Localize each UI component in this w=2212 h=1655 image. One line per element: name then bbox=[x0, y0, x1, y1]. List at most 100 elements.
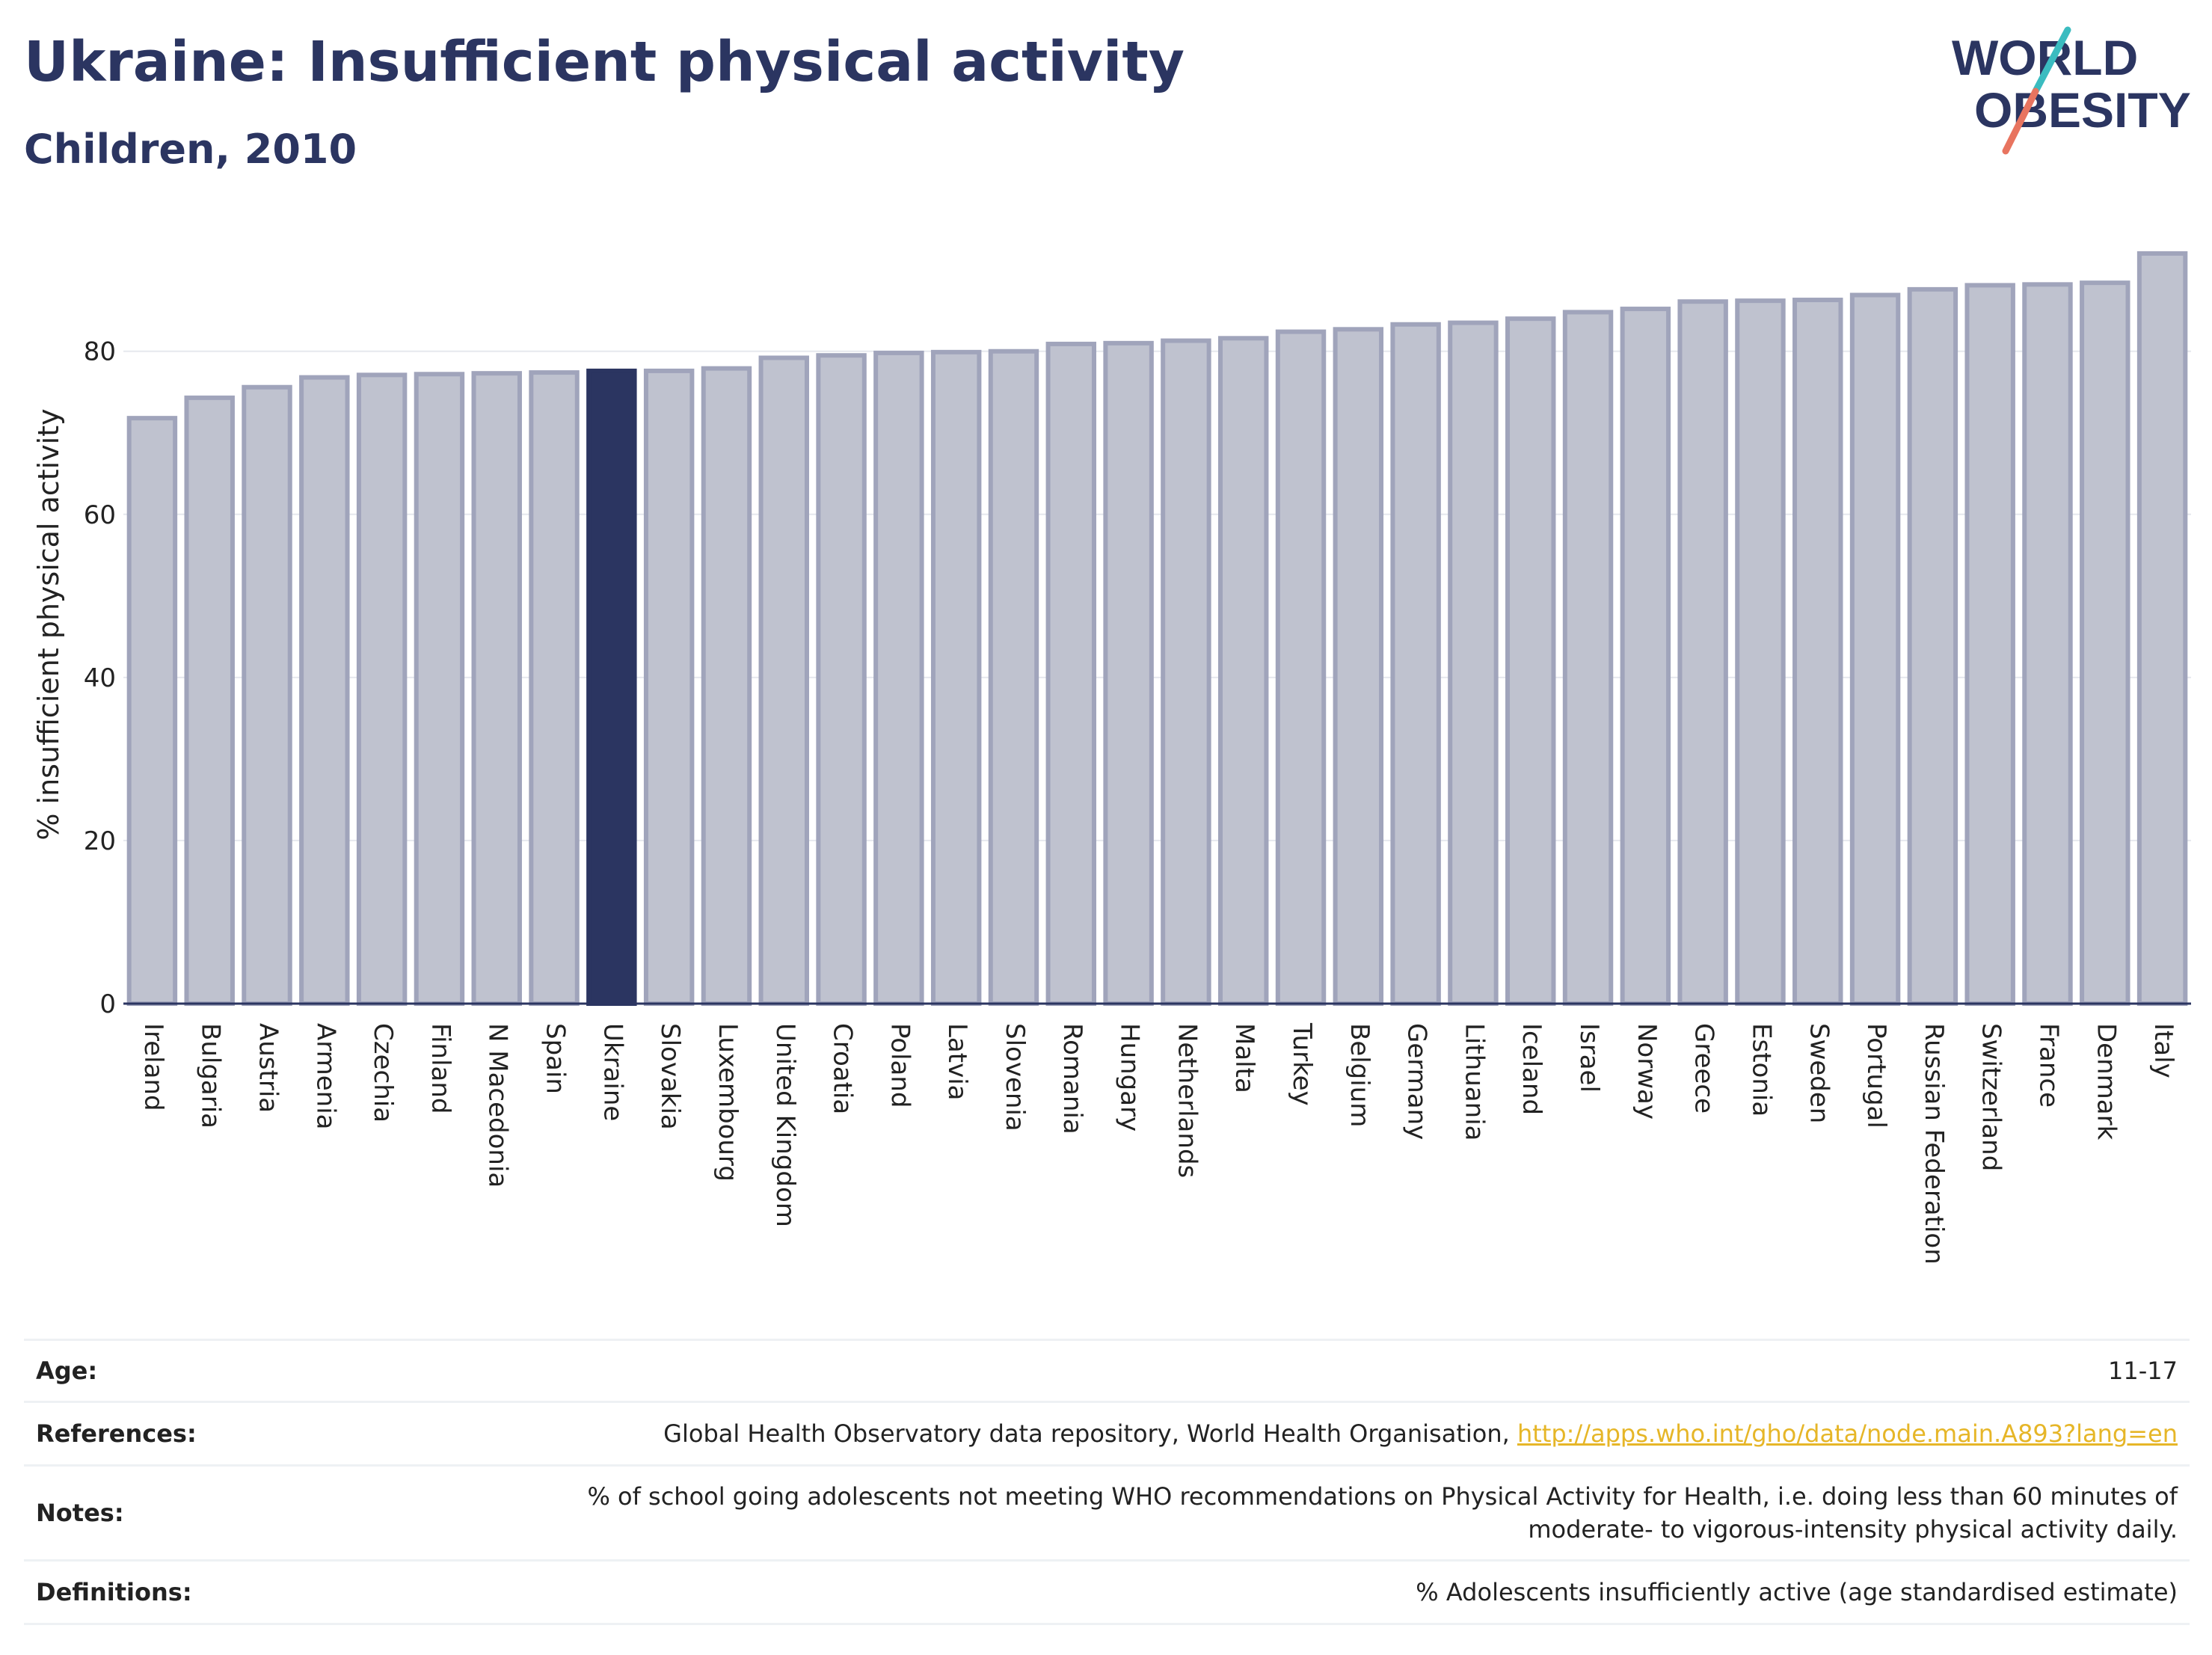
bar-armenia bbox=[299, 375, 350, 1006]
x-tick-label: Netherlands bbox=[1172, 1023, 1202, 1178]
bar-spain bbox=[529, 370, 580, 1006]
logo-line2: OBESITY bbox=[1974, 82, 2191, 138]
y-tick-label: 40 bbox=[84, 663, 116, 693]
x-tick-label: Finland bbox=[425, 1023, 455, 1114]
x-tick-label: Austria bbox=[254, 1023, 283, 1113]
x-tick-label: Italy bbox=[2148, 1023, 2178, 1078]
bar-iceland bbox=[1505, 316, 1556, 1006]
x-tick-label: Denmark bbox=[2091, 1023, 2121, 1140]
definitions-value: % Adolescents insufficiently active (age… bbox=[242, 1559, 2190, 1625]
bar-france bbox=[2022, 282, 2073, 1006]
bar-finland bbox=[414, 372, 465, 1006]
age-label: Age: bbox=[24, 1339, 242, 1402]
notes-label: Notes: bbox=[24, 1464, 242, 1561]
bars bbox=[126, 251, 2188, 1007]
x-tick-label: Switzerland bbox=[1976, 1023, 2006, 1171]
x-tick-labels: Ireland Bulgaria Austria Armenia Czechia Finl… bbox=[138, 1022, 2178, 1265]
page-subtitle: Children, 2010 bbox=[24, 126, 357, 173]
bar-sweden bbox=[1792, 298, 1843, 1006]
bar-slovenia bbox=[988, 348, 1039, 1006]
bar-switzerland bbox=[1964, 283, 2015, 1007]
x-tick-label: Slovenia bbox=[1000, 1023, 1030, 1132]
x-tick-label: Lithuania bbox=[1459, 1023, 1489, 1140]
info-row-notes: Notes: % of school going adolescents not… bbox=[24, 1464, 2190, 1561]
y-tick-label: 0 bbox=[99, 989, 116, 1019]
references-text: Global Health Observatory data repositor… bbox=[663, 1419, 1517, 1448]
info-table: Age: 11-17 References: Global Health Obs… bbox=[24, 1339, 2190, 1625]
bar-ukraine bbox=[586, 368, 637, 1006]
bar-n-macedonia bbox=[471, 371, 522, 1006]
x-tick-label: Spain bbox=[541, 1023, 571, 1094]
bar-denmark bbox=[2080, 280, 2130, 1006]
x-tick-label: Hungary bbox=[1115, 1023, 1145, 1132]
world-obesity-logo: WORLD OBESITY bbox=[1952, 26, 2191, 155]
info-row-references: References: Global Health Observatory da… bbox=[24, 1401, 2190, 1466]
age-value: 11-17 bbox=[242, 1339, 2190, 1402]
bar-israel bbox=[1562, 310, 1614, 1007]
x-tick-label: Iceland bbox=[1517, 1023, 1546, 1115]
bar-portugal bbox=[1849, 292, 1901, 1006]
x-tick-label: Ukraine bbox=[597, 1023, 627, 1121]
x-tick-label: Sweden bbox=[1804, 1023, 1834, 1123]
info-row-age: Age: 11-17 bbox=[24, 1339, 2190, 1402]
x-tick-label: Latvia bbox=[942, 1023, 972, 1101]
y-tick-label: 20 bbox=[84, 826, 116, 856]
x-tick-label: Slovakia bbox=[655, 1023, 685, 1130]
x-tick-label: Bulgaria bbox=[196, 1023, 226, 1129]
references-value: Global Health Observatory data repositor… bbox=[242, 1401, 2190, 1466]
bar-netherlands bbox=[1161, 338, 1211, 1006]
references-link[interactable]: http://apps.who.int/gho/data/node.main.A… bbox=[1517, 1419, 2178, 1448]
x-tick-label: Armenia bbox=[310, 1023, 340, 1130]
y-tick-label: 80 bbox=[84, 337, 116, 367]
definitions-label: Definitions: bbox=[24, 1559, 242, 1625]
notes-value: % of school going adolescents not meetin… bbox=[242, 1464, 2190, 1561]
x-tick-label: N Macedonia bbox=[483, 1023, 513, 1188]
bar-hungary bbox=[1103, 340, 1154, 1007]
bar-poland bbox=[873, 350, 924, 1006]
x-tick-label: Greece bbox=[1689, 1023, 1719, 1114]
info-row-definitions: Definitions: % Adolescents insufficientl… bbox=[24, 1559, 2190, 1625]
bar-latvia bbox=[930, 349, 982, 1006]
notes-line-2: moderate- to vigorous-intensity physical… bbox=[1528, 1515, 2178, 1544]
bar-bulgaria bbox=[184, 395, 235, 1006]
page-title: Ukraine: Insufficient physical activity bbox=[24, 30, 1185, 94]
x-tick-label: Germany bbox=[1402, 1023, 1432, 1140]
bar-austria bbox=[242, 384, 292, 1006]
bar-chart: 0 20 40 60 80 Ireland Bulgaria Austria Armenia C… bbox=[32, 251, 2191, 1265]
logo-slash-coral bbox=[2002, 87, 2039, 155]
x-tick-label: Poland bbox=[885, 1023, 915, 1108]
bar-united-kingdom bbox=[758, 355, 809, 1006]
logo-slash-teal bbox=[2032, 26, 2071, 95]
x-tick-label: Luxembourg bbox=[713, 1023, 743, 1182]
bar-belgium bbox=[1333, 327, 1384, 1006]
x-tick-label: Czechia bbox=[368, 1023, 398, 1123]
x-tick-label: Turkey bbox=[1287, 1022, 1317, 1106]
bar-ireland bbox=[126, 416, 178, 1006]
bar-italy bbox=[2136, 251, 2188, 1007]
bar-greece bbox=[1677, 299, 1728, 1007]
y-axis-label: % insufficient physical activity bbox=[32, 408, 65, 840]
x-tick-label: United Kingdom bbox=[770, 1023, 800, 1227]
x-tick-label: Israel bbox=[1574, 1023, 1604, 1093]
bar-malta bbox=[1217, 336, 1269, 1007]
x-tick-label: Malta bbox=[1229, 1023, 1259, 1093]
x-tick-label: Norway bbox=[1632, 1023, 1662, 1120]
x-tick-label: Russian Federation bbox=[1919, 1023, 1949, 1265]
x-tick-label: Estonia bbox=[1746, 1023, 1776, 1117]
bar-czechia bbox=[356, 372, 408, 1007]
x-tick-label: Croatia bbox=[828, 1023, 858, 1114]
bar-norway bbox=[1620, 307, 1671, 1006]
x-tick-label: Belgium bbox=[1345, 1023, 1374, 1127]
references-label: References: bbox=[24, 1401, 242, 1466]
bar-germany bbox=[1390, 322, 1441, 1006]
bar-slovakia bbox=[643, 368, 695, 1006]
y-tick-labels: 0 20 40 60 80 bbox=[84, 337, 116, 1019]
bar-turkey bbox=[1275, 329, 1327, 1006]
x-tick-label: Ireland bbox=[138, 1023, 168, 1111]
x-tick-label: Romania bbox=[1057, 1023, 1087, 1134]
bar-romania bbox=[1045, 341, 1097, 1007]
bar-luxembourg bbox=[701, 366, 752, 1006]
notes-line-1: % of school going adolescents not meetin… bbox=[587, 1482, 2178, 1511]
bar-lithuania bbox=[1448, 320, 1499, 1007]
bar-russian-federation bbox=[1907, 286, 1958, 1006]
